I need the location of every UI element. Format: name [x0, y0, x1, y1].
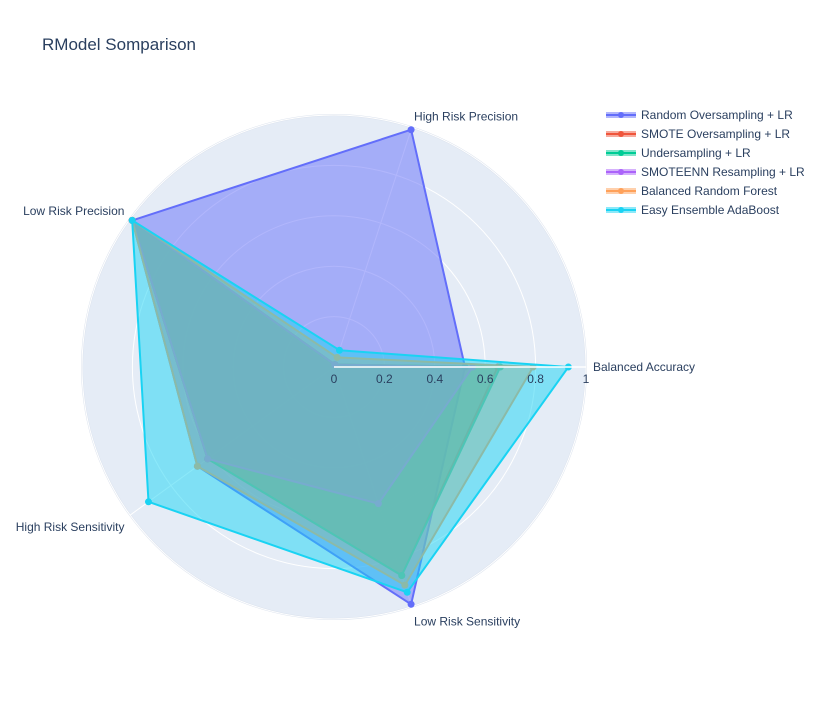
legend-label: Random Oversampling + LR [641, 108, 793, 122]
legend-item[interactable]: Random Oversampling + LR [606, 108, 793, 122]
radial-tick-label: 1 [583, 372, 590, 386]
angular-axis-labels: Balanced Accuracy High Risk Precision Low … [16, 110, 695, 629]
axis-label: Balanced Accuracy [593, 360, 695, 374]
radial-ticks: 0 0.2 0.4 0.6 0.8 1 [331, 366, 590, 386]
legend-label: SMOTE Oversampling + LR [641, 127, 790, 141]
axis-label: High Risk Precision [414, 110, 518, 124]
series-point [407, 600, 415, 608]
legend-label: SMOTEENN Resampling + LR [641, 165, 805, 179]
legend-item[interactable]: SMOTE Oversampling + LR [606, 127, 790, 141]
radial-tick-label: 0 [331, 372, 338, 386]
legend-item[interactable]: Balanced Random Forest [606, 184, 778, 198]
legend-label: Undersampling + LR [641, 146, 751, 160]
legend-label: Easy Ensemble AdaBoost [641, 203, 780, 217]
series-point [407, 126, 415, 134]
series-layer [128, 126, 572, 608]
legend-marker [618, 188, 624, 194]
radial-tick-label: 0.6 [477, 372, 494, 386]
series-point [144, 498, 152, 506]
axis-label: Low Risk Sensitivity [414, 614, 520, 628]
series-point [403, 588, 411, 596]
legend-marker [618, 150, 624, 156]
legend-marker [618, 169, 624, 175]
axis-label: Low Risk Precision [23, 204, 124, 218]
radial-tick-label: 0.4 [426, 372, 443, 386]
legend-marker [618, 112, 624, 118]
series-point [335, 346, 343, 354]
legend-label: Balanced Random Forest [641, 184, 778, 198]
legend: Random Oversampling + LR SMOTE Oversampli… [606, 108, 805, 217]
series-area [131, 219, 570, 594]
chart-title: RModel Somparison [42, 35, 196, 54]
radial-tick-label: 0.2 [376, 372, 393, 386]
radial-tick-label: 0.8 [527, 372, 544, 386]
legend-item[interactable]: Undersampling + LR [606, 146, 751, 160]
legend-marker [618, 207, 624, 213]
legend-marker [618, 131, 624, 137]
series-point [128, 216, 136, 224]
series-5 [128, 216, 572, 596]
legend-item[interactable]: SMOTEENN Resampling + LR [606, 165, 805, 179]
axis-label: High Risk Sensitivity [16, 520, 125, 534]
legend-item[interactable]: Easy Ensemble AdaBoost [606, 203, 780, 217]
